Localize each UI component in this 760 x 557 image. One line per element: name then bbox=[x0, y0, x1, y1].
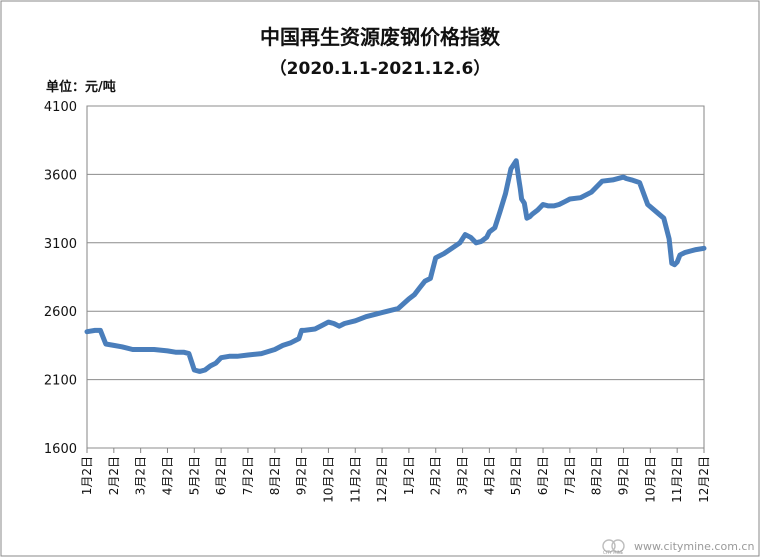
x-tick-label: 9月2日 bbox=[617, 456, 631, 495]
x-tick-label: 11月2日 bbox=[348, 456, 362, 503]
x-tick-label: 4月2日 bbox=[160, 456, 174, 495]
x-tick-label: 3月2日 bbox=[456, 456, 470, 495]
x-tick-label: 7月2日 bbox=[563, 456, 577, 495]
x-tick-label: 12月2日 bbox=[697, 456, 711, 503]
y-tick-label: 4100 bbox=[44, 100, 77, 115]
watermark: CITY MINE www.citymine.com.cn bbox=[602, 539, 754, 555]
x-tick-label: 10月2日 bbox=[321, 456, 335, 503]
x-tick-label: 1月2日 bbox=[80, 456, 94, 495]
x-tick-label: 8月2日 bbox=[268, 456, 282, 495]
x-tick-label: 2月2日 bbox=[107, 456, 121, 495]
y-tick-label: 1600 bbox=[44, 442, 77, 457]
y-axis: 4100 3600 3100 2600 2100 1600 bbox=[44, 100, 77, 457]
x-tick-label: 1月2日 bbox=[402, 456, 416, 495]
y-tick-label: 2100 bbox=[44, 374, 77, 389]
citymine-logo-icon bbox=[602, 539, 625, 553]
watermark-url: www.citymine.com.cn bbox=[634, 540, 754, 553]
series-line bbox=[84, 158, 707, 374]
y-tick-label: 3100 bbox=[44, 237, 77, 252]
watermark-logo-text: CITY MINE bbox=[603, 550, 624, 555]
x-tick-label: 9月2日 bbox=[295, 456, 309, 495]
x-axis: 1月2日 2月2日 3月2日 4月2日 5月2日 6月2日 7月2日 8月2日 9月2日 10月2… bbox=[80, 448, 711, 503]
x-tick-label: 7月2日 bbox=[241, 456, 255, 495]
x-tick-label: 6月2日 bbox=[536, 456, 550, 495]
series-layer bbox=[84, 158, 707, 374]
x-tick-label: 10月2日 bbox=[643, 456, 657, 503]
y-tick-label: 2600 bbox=[44, 305, 77, 320]
plot-area: 4100 3600 3100 2600 2100 1600 1月2日 2月2日 3月2日 4月2… bbox=[44, 100, 711, 503]
x-tick-label: 8月2日 bbox=[590, 456, 604, 495]
x-tick-label: 4月2日 bbox=[482, 456, 496, 495]
x-tick-label: 2月2日 bbox=[429, 456, 443, 495]
x-tick-label: 3月2日 bbox=[134, 456, 148, 495]
x-tick-label: 5月2日 bbox=[509, 456, 523, 495]
x-tick-label: 11月2日 bbox=[670, 456, 684, 503]
x-tick-label: 6月2日 bbox=[214, 456, 228, 495]
x-tick-label: 5月2日 bbox=[187, 456, 201, 495]
chart-subtitle: （2020.1.1-2021.12.6） bbox=[270, 58, 491, 79]
chart-title: 中国再生资源废钢价格指数 bbox=[260, 25, 501, 49]
unit-label: 单位：元/吨 bbox=[46, 79, 116, 95]
x-tick-label: 12月2日 bbox=[375, 456, 389, 503]
y-tick-label: 3600 bbox=[44, 168, 77, 183]
